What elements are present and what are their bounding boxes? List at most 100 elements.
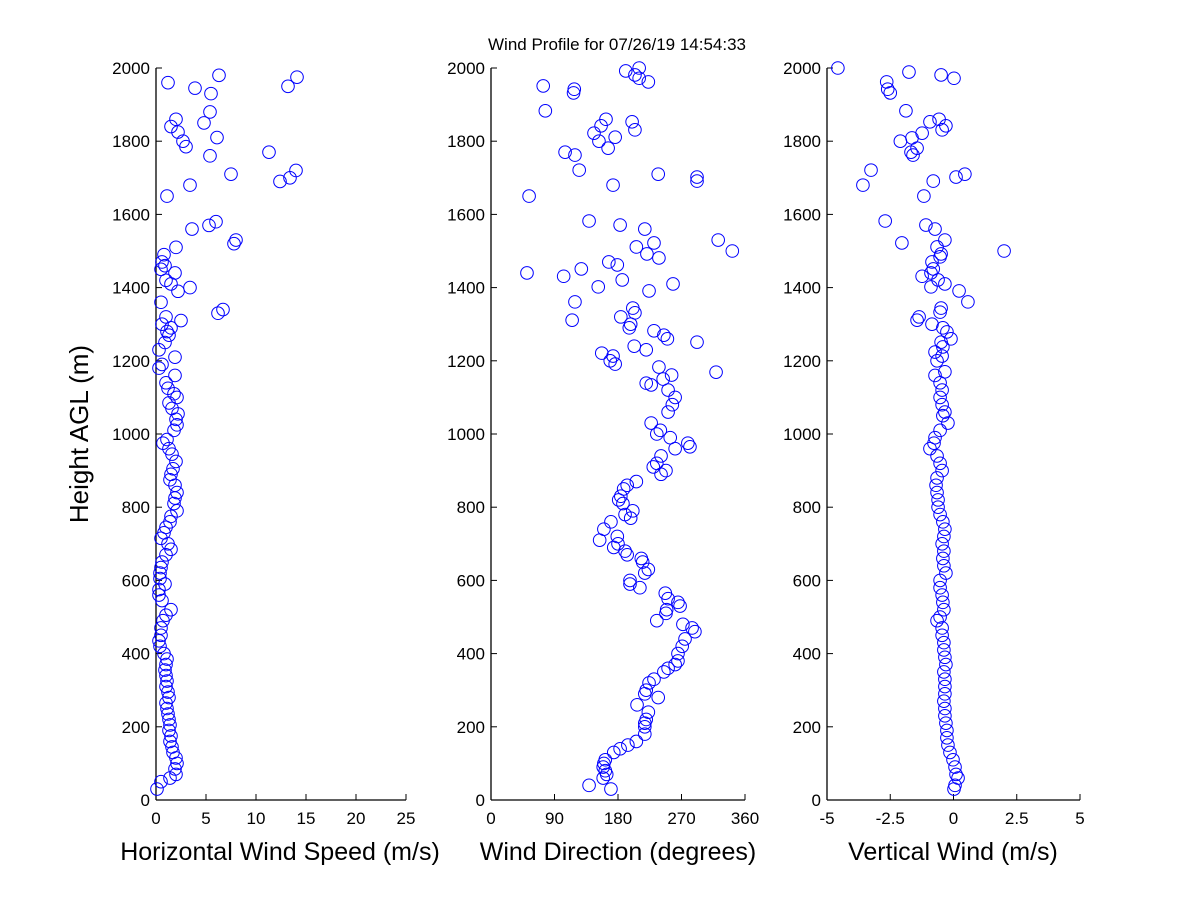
data-point	[556, 269, 571, 284]
data-point	[934, 247, 948, 261]
data-point	[167, 496, 181, 511]
data-point	[574, 262, 589, 276]
data-point	[647, 236, 661, 250]
data-point	[601, 141, 615, 155]
data-point	[661, 661, 675, 676]
data-point	[216, 302, 230, 317]
data-point	[638, 566, 652, 580]
data-point	[924, 280, 938, 294]
data-point	[711, 233, 725, 247]
data-point	[160, 652, 174, 666]
y-tick-label: 0	[812, 791, 821, 810]
data-point	[185, 222, 199, 236]
data-point	[587, 126, 601, 140]
data-point	[616, 496, 630, 511]
data-point	[628, 306, 642, 320]
data-point	[949, 170, 963, 184]
data-point	[936, 551, 950, 566]
x-tick-label: 5	[1075, 809, 1084, 828]
y-tick-label: 1600	[112, 205, 150, 224]
data-point	[933, 507, 947, 522]
data-point	[928, 368, 942, 383]
y-tick-label: 1800	[447, 132, 485, 151]
data-point	[621, 738, 635, 752]
y-tick-label: 1200	[783, 352, 821, 371]
data-point	[638, 222, 652, 236]
data-point	[654, 467, 668, 482]
y-tick-label: 800	[122, 498, 150, 517]
x-tick-label: 5	[201, 809, 210, 828]
data-point	[203, 149, 217, 163]
y-tick-label: 400	[122, 645, 150, 664]
data-point	[164, 509, 178, 524]
data-point	[606, 178, 620, 192]
data-point	[938, 687, 952, 701]
data-point	[159, 375, 173, 390]
data-point	[652, 251, 666, 265]
data-point	[623, 511, 638, 525]
x-tick-label: 90	[545, 809, 564, 828]
y-tick-label: 1600	[783, 205, 821, 224]
data-point	[171, 125, 185, 139]
data-point	[582, 214, 596, 228]
x-tick-label: -2.5	[876, 809, 905, 828]
data-point	[899, 104, 913, 118]
data-point	[725, 244, 740, 258]
data-point	[657, 328, 671, 342]
y-tick-label: 800	[457, 498, 485, 517]
x-tick-label: 15	[297, 809, 316, 828]
data-point	[164, 277, 178, 291]
data-point	[923, 441, 937, 456]
data-point	[165, 447, 179, 461]
data-point	[652, 360, 666, 374]
data-point	[153, 639, 167, 654]
data-point	[155, 555, 169, 569]
data-point	[558, 145, 572, 159]
data-point	[161, 685, 175, 699]
data-point	[174, 313, 188, 328]
data-point	[614, 489, 628, 504]
data-point	[161, 75, 175, 90]
data-point	[930, 485, 944, 500]
data-point	[660, 332, 675, 346]
horizontal-wind-speed-axes: Horizontal Wind Speed (m/s) 020040060080…	[112, 59, 440, 866]
data-point	[152, 633, 166, 648]
data-point	[937, 635, 951, 650]
data-point	[568, 295, 582, 309]
data-point	[594, 346, 609, 360]
data-point	[657, 665, 671, 679]
data-point	[163, 734, 177, 749]
data-point	[152, 582, 166, 597]
data-point	[952, 284, 966, 298]
y-tick-label: 2000	[783, 59, 821, 78]
data-point	[936, 595, 950, 610]
data-point	[618, 544, 632, 558]
x-tick-label: 25	[397, 809, 416, 828]
data-point	[931, 500, 945, 515]
data-point	[591, 280, 606, 294]
data-point	[668, 390, 682, 405]
data-point	[159, 310, 173, 324]
y-tick-label: 400	[793, 645, 821, 664]
data-point	[936, 515, 950, 529]
data-point	[156, 613, 170, 628]
data-point	[640, 247, 654, 261]
data-point	[160, 324, 174, 339]
data-point	[153, 566, 167, 580]
data-point	[925, 255, 939, 269]
data-point	[673, 599, 687, 613]
data-point	[681, 436, 695, 450]
data-point	[938, 701, 952, 716]
data-point	[568, 148, 582, 162]
data-point	[290, 70, 304, 84]
data-point	[917, 189, 931, 203]
data-point	[154, 774, 168, 789]
data-point	[283, 171, 297, 185]
data-point	[262, 145, 276, 159]
data-point	[949, 767, 963, 782]
data-point	[161, 707, 175, 721]
data-point	[709, 365, 723, 379]
data-point	[931, 493, 945, 507]
data-point	[167, 423, 181, 438]
data-point	[154, 531, 168, 546]
